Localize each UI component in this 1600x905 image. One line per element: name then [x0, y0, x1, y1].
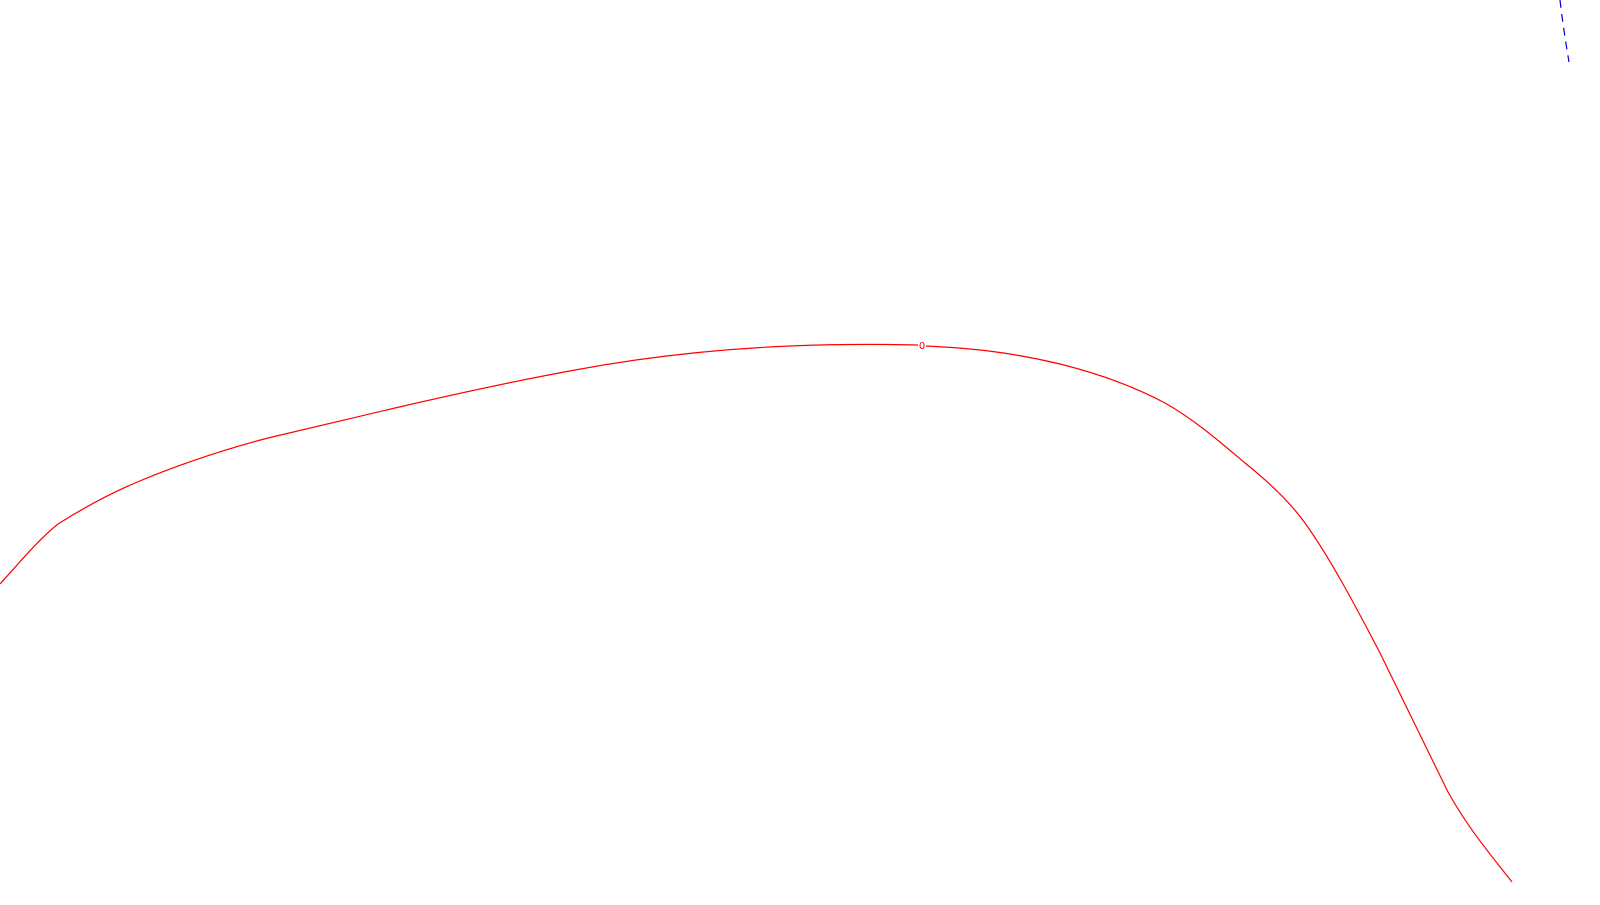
contour-line-0 [0, 343, 1513, 883]
contour-label-0: 0 [919, 341, 925, 352]
contour-line-blue-dashed [1559, 0, 1570, 63]
